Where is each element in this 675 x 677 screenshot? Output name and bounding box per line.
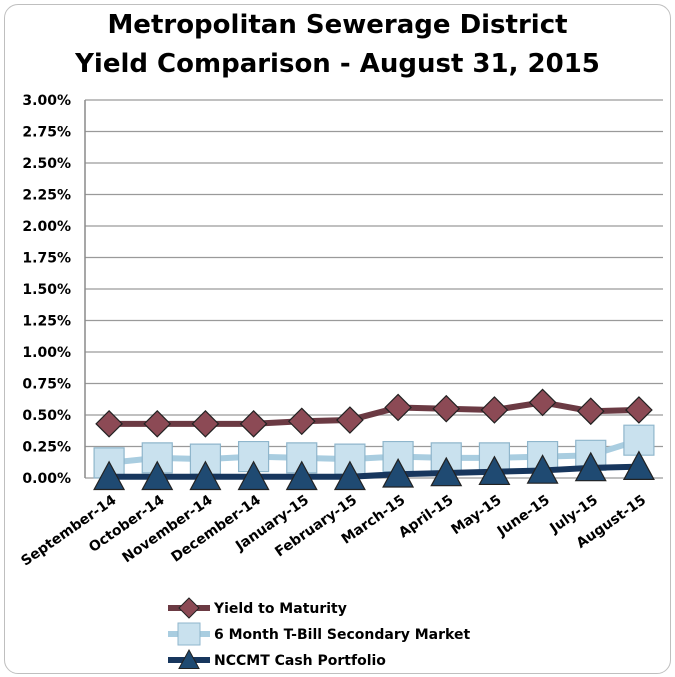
data-point bbox=[623, 424, 655, 456]
data-point bbox=[95, 409, 123, 438]
data-point bbox=[189, 460, 222, 491]
series-line bbox=[108, 437, 640, 466]
legend-label: NCCMT Cash Portfolio bbox=[214, 653, 386, 669]
chart-frame bbox=[4, 4, 671, 674]
data-point bbox=[384, 393, 412, 422]
data-point bbox=[622, 450, 655, 481]
data-point bbox=[141, 460, 174, 491]
y-tick-label: 2.25% bbox=[22, 188, 71, 204]
data-point bbox=[432, 394, 461, 423]
y-tick-label: 1.00% bbox=[22, 345, 71, 361]
data-point bbox=[143, 409, 172, 438]
x-tick-label: February-15 bbox=[272, 492, 360, 560]
data-point bbox=[239, 409, 268, 438]
data-point bbox=[574, 451, 607, 482]
data-point bbox=[478, 455, 511, 486]
y-tick-label: 0.50% bbox=[22, 408, 71, 424]
data-point bbox=[430, 456, 463, 487]
data-point bbox=[285, 460, 318, 491]
legend-marker bbox=[177, 622, 201, 646]
chart-subtitle: Yield Comparison - August 31, 2015 bbox=[75, 49, 600, 79]
data-point bbox=[287, 407, 316, 436]
y-tick-label: 2.75% bbox=[22, 125, 71, 141]
y-tick-label: 1.50% bbox=[22, 282, 71, 298]
legend-label: Yield to Maturity bbox=[213, 601, 347, 617]
data-point bbox=[526, 454, 559, 484]
data-point bbox=[333, 460, 366, 491]
data-point bbox=[528, 388, 557, 417]
data-point bbox=[93, 460, 126, 491]
y-tick-label: 0.25% bbox=[22, 440, 71, 456]
data-point bbox=[237, 460, 270, 491]
legend-marker bbox=[178, 597, 200, 619]
series-line bbox=[109, 463, 639, 480]
data-point bbox=[336, 406, 364, 434]
data-point bbox=[237, 440, 270, 473]
y-tick-label: 2.50% bbox=[22, 156, 71, 172]
data-point bbox=[576, 397, 605, 426]
y-tick-label: 0.75% bbox=[22, 377, 71, 393]
y-tick-label: 1.75% bbox=[22, 251, 71, 267]
data-point bbox=[480, 396, 509, 424]
legend-marker bbox=[178, 648, 200, 669]
y-tick-label: 3.00% bbox=[22, 93, 71, 109]
legend-label: 6 Month T-Bill Secondary Market bbox=[214, 627, 470, 643]
data-point bbox=[625, 396, 653, 424]
y-tick-label: 1.25% bbox=[22, 314, 71, 330]
series-line bbox=[109, 399, 639, 427]
x-tick-label: April-15 bbox=[396, 492, 457, 541]
data-point bbox=[286, 442, 318, 474]
chart-title: Metropolitan Sewerage District bbox=[107, 10, 568, 40]
y-tick-label: 0.00% bbox=[22, 471, 71, 487]
data-point bbox=[382, 457, 415, 488]
data-point bbox=[191, 409, 220, 438]
data-point bbox=[141, 442, 173, 474]
x-tick-label: May-15 bbox=[449, 492, 505, 538]
y-tick-label: 2.00% bbox=[22, 219, 71, 235]
x-tick-label: June-15 bbox=[494, 492, 553, 540]
